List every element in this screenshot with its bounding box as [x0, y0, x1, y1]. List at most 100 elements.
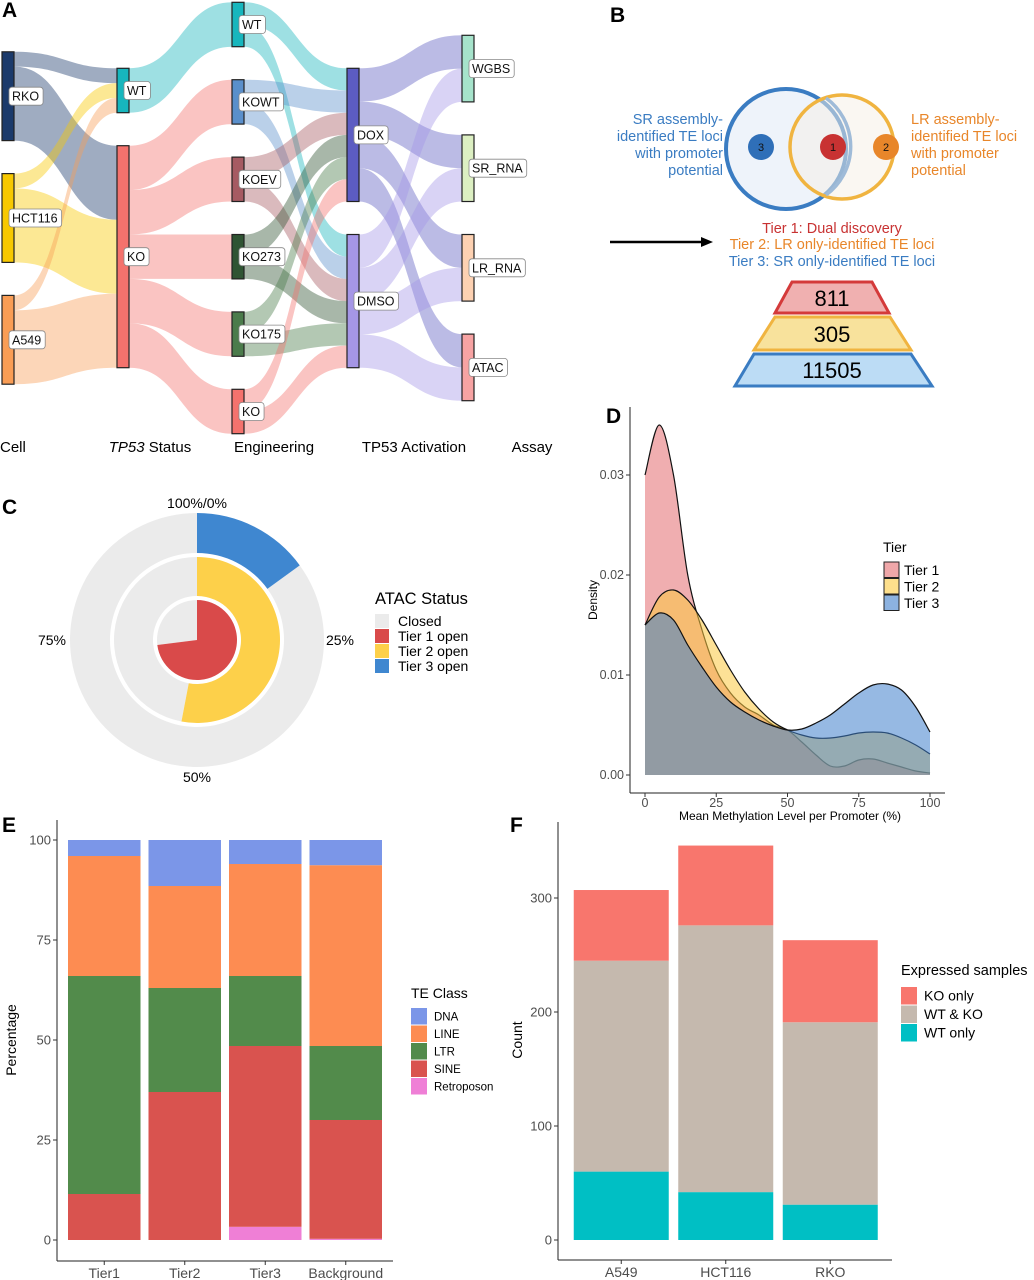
column-title-text: Status [145, 439, 192, 456]
legend-label-closed: Closed [398, 613, 442, 629]
sankey-link-wt-to-dmso [244, 24, 347, 257]
x-axis-title: Mean Methylation Level per Promoter (%) [679, 809, 901, 823]
bar-tier3-dna [229, 840, 302, 864]
sankey-link-wt-to-wt [129, 2, 232, 113]
legend-label-wt-ko: WT & KO [924, 1006, 983, 1022]
bar-tier3-retroposon [229, 1226, 302, 1240]
sankey-node-label-box [353, 291, 399, 311]
column-title-text: Cell [0, 439, 26, 456]
legend-key-tier-3-open [375, 659, 389, 673]
y-tick-label: 0 [545, 1233, 552, 1248]
legend-label-retroposon: Retroposon [434, 1082, 493, 1094]
legend-label-tier-2: Tier 2 [904, 579, 939, 595]
sankey-link-kowt-to-dmso [244, 101, 347, 279]
sankey-node-label: WGBS [472, 62, 510, 76]
sankey-node-label: WT [242, 18, 262, 32]
bar-hct116-ko-only [678, 845, 774, 926]
sankey-node-label: WT [127, 84, 147, 98]
ring-axis-label: 75% [38, 632, 66, 648]
middle-ring-tier-2-open [181, 557, 280, 723]
x-tick-label: 25 [709, 796, 723, 810]
column-title-italic: TP53 [109, 439, 146, 456]
sankey-node-label: KOEV [242, 173, 277, 187]
arrow-head-icon [701, 237, 713, 247]
y-tick-label: 50 [37, 1033, 51, 1048]
y-tick-label: 200 [530, 1005, 552, 1020]
column-title-4: Assay [512, 439, 553, 456]
sankey-link-hct116-to-wt [14, 83, 117, 189]
legend-key-tier-1-open [375, 629, 389, 643]
tier1-marker-label: 1 [830, 142, 836, 154]
panel-letter-f: F [510, 814, 523, 837]
sankey-node-label-box [468, 59, 515, 78]
legend-key-tier-3 [883, 594, 900, 611]
panel-letter-d: D [606, 405, 621, 428]
sankey-link-ko175-to-dmso [244, 323, 347, 357]
bar-tier3-ltr [229, 976, 302, 1046]
sankey-node-label: KO175 [242, 328, 281, 342]
outer-ring-closed [69, 513, 324, 767]
bar-tier1-sine [68, 1194, 141, 1240]
legend-key-line [411, 1025, 427, 1042]
column-title-3: TP53 Activation [362, 439, 466, 456]
x-tick-label-tier3: Tier3 [250, 1265, 282, 1280]
bar-tier1-line [68, 856, 141, 976]
sr-label-line: SR assembly- [633, 112, 723, 128]
sankey-node-label-box [123, 247, 150, 267]
x-tick-label: 75 [852, 796, 866, 810]
sankey-node-label-box [8, 86, 44, 106]
sankey-link-ko-to-dox [244, 179, 347, 412]
sankey-link-ko-to-dmso [244, 345, 347, 434]
sankey-node-label-box [468, 258, 526, 278]
legend-label-dna: DNA [434, 1012, 459, 1024]
legend-label-tier-1-open: Tier 1 open [398, 628, 468, 644]
bar-a549-wt-ko [573, 960, 669, 1172]
legend-key-retroposon [411, 1078, 427, 1095]
tier3-marker-label: 3 [758, 142, 764, 154]
legend-label-tier-2-open: Tier 2 open [398, 643, 468, 659]
sr-label: SR assembly- identified TE loci with pro… [617, 112, 723, 179]
x-tick-label-tier1: Tier1 [89, 1265, 121, 1280]
lr-label-line: potential [911, 163, 966, 179]
y-tick-label: 0.03 [600, 468, 624, 482]
y-tick-label: 75 [37, 933, 51, 948]
y-tick-label: 300 [530, 891, 552, 906]
y-axis-title: Density [586, 580, 600, 620]
bar-a549-ko-only [573, 890, 669, 961]
bar-rko-wt-ko [782, 1022, 878, 1205]
y-tick-label: 0.01 [600, 668, 624, 682]
x-tick-label: 50 [781, 796, 795, 810]
sankey-link-ko-to-ko175 [129, 278, 232, 357]
sankey-link-dmso-to-wgbs [359, 68, 462, 268]
panel-d-density-chart: 0.00 0.01 0.02 0.03 0 25 50 75 100 Mean Methylati… [586, 407, 945, 823]
x-tick-label-hct116: HCT116 [700, 1264, 751, 1280]
panel-letter-a: A [2, 0, 17, 22]
x-tick-label-a549: A549 [605, 1264, 638, 1280]
sankey-node-label-box [238, 247, 286, 267]
panel-f-stacked-bar-chart: A549 HCT116 RKO 0 100 200 300 Count Expressed sa… [509, 822, 1028, 1280]
panel-letter-c: C [2, 496, 17, 519]
bar-rko-ko-only [782, 940, 878, 1023]
sankey-node-label-box [353, 125, 389, 145]
sankey-node-label: KOWT [242, 95, 280, 109]
panel-b-venn: 3 1 2 SR assembly- identified TE loci wi… [610, 87, 1017, 388]
sankey-link-koev-to-dmso [244, 179, 347, 302]
sankey-link-dox-to-atac [359, 168, 462, 368]
legend-key-dna [411, 1008, 427, 1025]
inner-ring-closed [157, 600, 197, 646]
pyramid-tier2 [751, 315, 914, 352]
ring-axis-label: 25% [326, 632, 354, 648]
sankey-link-ko-to-kowt [129, 79, 232, 191]
bar-tier1-ltr [68, 976, 141, 1194]
sankey-node-label-box [468, 357, 508, 377]
legend-key-ltr [411, 1043, 427, 1060]
y-tick-label: 0.02 [600, 568, 624, 582]
density-area-tier-3 [645, 612, 930, 775]
bar-hct116-wt-ko [678, 925, 774, 1193]
sankey-column-titles: Cell TP53 Status Engineering TP53 Activatio… [0, 439, 553, 456]
sankey-link-dmso-to-atac [359, 334, 462, 401]
lr-label: LR assembly- identified TE loci with pro… [910, 112, 1017, 179]
panel-letter-b: B [610, 4, 625, 27]
x-tick-label-background: Background [308, 1265, 383, 1280]
